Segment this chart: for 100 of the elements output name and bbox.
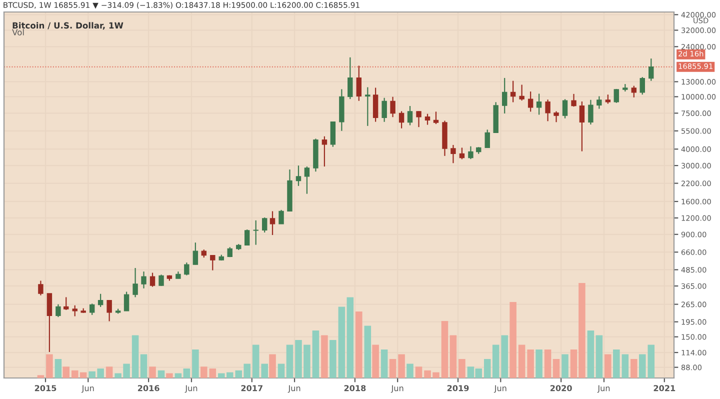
bar xyxy=(106,366,113,378)
candlestick xyxy=(459,147,465,160)
candlestick xyxy=(124,291,130,312)
bar xyxy=(544,350,552,378)
candlestick xyxy=(72,304,78,317)
x-tick-label: 2021 xyxy=(654,385,676,392)
candlestick xyxy=(56,304,61,318)
candlestick xyxy=(38,280,44,296)
candlestick xyxy=(322,136,328,168)
bar xyxy=(149,366,156,378)
candlestick xyxy=(141,270,146,289)
candlestick xyxy=(184,262,190,276)
x-tick-label: 2017 xyxy=(241,385,262,392)
candlestick xyxy=(433,111,439,125)
candlestick xyxy=(631,85,637,98)
candlestick xyxy=(132,267,138,298)
bar xyxy=(596,335,603,378)
candlestick xyxy=(450,144,456,164)
candlestick xyxy=(365,86,370,126)
x-tick-label: Jun xyxy=(184,385,198,393)
bar xyxy=(166,373,173,378)
candlestick xyxy=(330,121,336,148)
bar xyxy=(140,354,148,378)
x-tick-label: 2020 xyxy=(550,385,572,392)
bar xyxy=(536,350,542,378)
candlestick xyxy=(554,110,559,123)
candlestick xyxy=(64,296,69,311)
bar xyxy=(286,344,294,378)
bar xyxy=(415,366,422,378)
candlestick xyxy=(356,65,362,102)
candlestick xyxy=(510,80,516,103)
bar xyxy=(604,354,612,378)
candlestick xyxy=(416,110,422,128)
x-tick-label: Jun xyxy=(494,385,506,393)
candlestick xyxy=(596,96,602,110)
x-tick-label: Jun xyxy=(390,385,404,393)
bar xyxy=(183,368,190,378)
bar xyxy=(441,321,448,378)
candlestick xyxy=(579,100,585,152)
bar xyxy=(37,375,44,378)
bar xyxy=(174,373,182,378)
candlestick xyxy=(192,242,198,266)
candlestick xyxy=(150,272,156,288)
bar xyxy=(406,364,414,378)
bar xyxy=(372,344,379,378)
candlestick xyxy=(562,98,568,119)
bar xyxy=(158,370,165,378)
bar xyxy=(192,350,199,378)
bar xyxy=(321,335,328,378)
bar xyxy=(450,335,457,378)
bar xyxy=(62,366,70,378)
bar xyxy=(389,359,396,378)
bar xyxy=(46,354,53,378)
bar xyxy=(630,359,638,378)
bar xyxy=(458,359,466,378)
x-tick-label: Jun xyxy=(288,385,300,393)
bar xyxy=(312,330,320,378)
candlestick xyxy=(270,210,276,236)
candlestick xyxy=(519,84,524,102)
bar xyxy=(278,364,285,378)
x-tick-label: Jun xyxy=(597,385,610,393)
candlestick xyxy=(278,209,284,225)
x-tick-label: Jun xyxy=(81,385,94,393)
candlestick xyxy=(98,293,104,308)
candlestick xyxy=(89,303,95,316)
candlestick xyxy=(407,105,413,126)
bar xyxy=(269,354,276,378)
candlestick xyxy=(398,110,404,129)
bar xyxy=(587,330,594,378)
candlestick xyxy=(640,76,645,96)
bar xyxy=(380,350,388,378)
candlestick xyxy=(244,228,250,246)
bar xyxy=(54,359,62,378)
bar xyxy=(527,350,534,378)
chart-title: Vol xyxy=(12,28,24,36)
candlestick xyxy=(46,292,52,353)
candlestick xyxy=(106,300,112,322)
candlestick xyxy=(648,58,654,82)
candlestick xyxy=(296,164,302,186)
bar xyxy=(364,326,372,378)
candlestick xyxy=(545,99,550,122)
candlestick xyxy=(571,93,576,108)
bar xyxy=(613,350,620,378)
text: Bitcoin / U.S. Dollar, 1W xyxy=(12,22,124,30)
bar xyxy=(330,340,336,378)
candlestick xyxy=(390,96,396,118)
bar xyxy=(261,364,268,378)
candlestick xyxy=(528,90,534,112)
candlestick xyxy=(210,254,216,271)
x-tick-label: 2019 xyxy=(447,385,469,392)
candlestick xyxy=(424,113,430,126)
bar xyxy=(252,344,260,378)
x-tick-label: 2016 xyxy=(138,385,160,392)
bar xyxy=(501,335,508,378)
bar xyxy=(510,302,516,378)
candlestick xyxy=(158,274,164,287)
candlestick xyxy=(605,94,611,104)
candlestick xyxy=(348,56,353,100)
bar xyxy=(622,354,629,378)
bar xyxy=(552,359,560,378)
